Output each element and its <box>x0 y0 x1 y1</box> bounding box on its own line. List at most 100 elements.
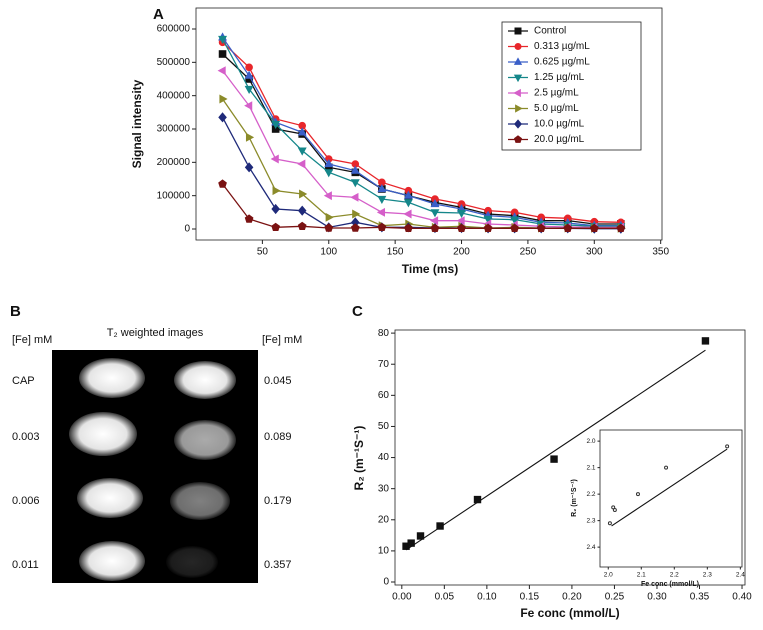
marker <box>299 189 308 199</box>
concentration-label: 0.006 <box>12 495 40 507</box>
y-tick-label: 10 <box>378 546 390 557</box>
concentration-label: 0.357 <box>264 559 292 571</box>
plot-frame <box>599 429 743 568</box>
marker <box>271 203 280 215</box>
marker <box>515 104 523 113</box>
x-tick-label: 2.1 <box>637 571 646 578</box>
legend-label: 10.0 µg/mL <box>534 119 585 130</box>
marker <box>297 205 307 216</box>
marker <box>350 165 360 174</box>
x-tick-label: 0.15 <box>520 592 540 603</box>
fit-line <box>405 349 706 551</box>
marker <box>510 223 519 233</box>
y-tick-label: 200000 <box>157 157 191 168</box>
y-axis-label: R₂ (m⁻¹S⁻¹) <box>571 479 578 517</box>
y-tick-label: 40 <box>378 452 390 463</box>
marker <box>513 135 523 143</box>
y-tick-label: 2.2 <box>586 491 595 498</box>
marker <box>616 223 626 233</box>
marker <box>218 179 227 188</box>
marker <box>514 43 522 50</box>
mri-image <box>52 350 258 583</box>
y-tick-label: 2.0 <box>586 438 595 445</box>
marker <box>407 539 415 547</box>
x-tick-label: 50 <box>257 247 269 258</box>
y-tick-label: 50 <box>378 421 390 432</box>
phantom <box>174 420 236 460</box>
x-tick-label: 2.4 <box>736 571 745 578</box>
marker <box>483 215 493 224</box>
marker <box>297 147 307 156</box>
marker <box>536 223 546 233</box>
series-line <box>221 38 621 227</box>
marker <box>589 223 599 233</box>
series-line <box>222 53 621 225</box>
marker <box>325 212 334 222</box>
marker <box>219 94 228 104</box>
x-tick-label: 2.3 <box>703 571 712 578</box>
y-tick-label: 0 <box>184 224 190 235</box>
series-line <box>222 41 621 223</box>
marker <box>514 119 522 129</box>
phantom <box>166 546 218 578</box>
marker <box>218 50 227 58</box>
y-tick-label: 30 <box>378 483 390 494</box>
x-tick-label: 0.35 <box>690 592 710 603</box>
x-tick-label: 0.30 <box>647 592 667 603</box>
marker <box>513 57 523 65</box>
marker <box>217 66 226 76</box>
marker <box>436 522 444 530</box>
marker <box>514 27 522 35</box>
y-axis-label: R₂ (m⁻¹S⁻¹) <box>352 426 366 491</box>
legend-label: 0.625 µg/mL <box>534 57 590 68</box>
marker <box>245 63 253 72</box>
marker <box>324 159 334 168</box>
panel-letter: B <box>10 303 21 320</box>
marker <box>510 216 520 225</box>
x-axis-label: Fe conc (mmol/L) <box>520 606 619 620</box>
x-tick-label: 250 <box>520 247 537 258</box>
marker <box>244 85 254 94</box>
y-tick-label: 0 <box>383 577 389 588</box>
y-tick-label: 100000 <box>157 190 191 201</box>
marker <box>271 222 281 232</box>
concentration-label: 0.089 <box>264 431 292 443</box>
y-tick-label: 60 <box>378 390 390 401</box>
y-tick-label: 20 <box>378 514 390 525</box>
series-line <box>222 36 621 227</box>
x-tick-label: 2.2 <box>670 571 679 578</box>
y-tick-label: 500000 <box>157 57 191 68</box>
plot-frame <box>394 329 746 586</box>
y-tick-label: 300000 <box>157 124 191 135</box>
x-tick-label: 100 <box>320 247 337 258</box>
x-tick-label: 2.0 <box>604 571 613 578</box>
fit-line <box>611 448 728 527</box>
y-axis-label: Signal intensity <box>130 79 144 168</box>
x-tick-label: 0.05 <box>435 592 455 603</box>
x-tick-label: 0.40 <box>732 592 752 603</box>
marker <box>270 154 279 164</box>
marker <box>350 179 360 188</box>
marker <box>403 190 413 199</box>
marker <box>635 492 640 497</box>
concentration-label: 0.011 <box>12 559 39 571</box>
y-tick-label: 2.1 <box>586 464 595 471</box>
marker <box>611 505 616 510</box>
marker <box>244 162 254 173</box>
marker <box>324 223 334 232</box>
phantom <box>79 541 145 581</box>
concentration-label: 0.045 <box>264 375 292 387</box>
marker <box>244 70 254 79</box>
marker <box>377 184 387 193</box>
marker <box>352 209 361 219</box>
marker <box>550 455 558 463</box>
marker <box>607 521 612 526</box>
marker <box>272 186 281 196</box>
marker <box>457 223 466 233</box>
phantom <box>170 482 230 520</box>
marker <box>244 101 253 111</box>
concentration-label: 0.179 <box>264 495 292 507</box>
marker <box>483 223 493 233</box>
legend-label: 20.0 µg/mL <box>534 134 585 145</box>
x-tick-label: 200 <box>453 247 470 258</box>
